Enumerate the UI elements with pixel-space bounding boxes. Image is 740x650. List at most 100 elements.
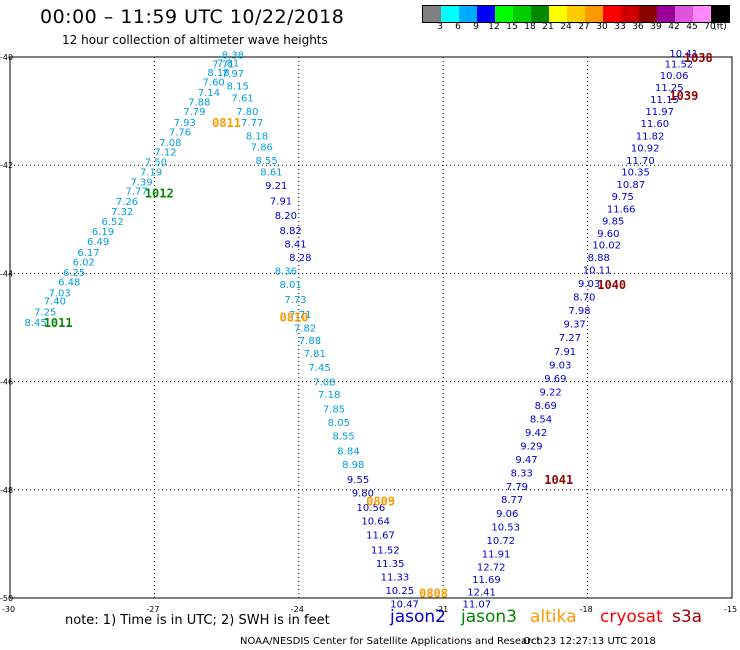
wave-height-value: 8.18 [246, 131, 268, 142]
latitude-tick-label: -44 [0, 269, 13, 278]
wave-height-value: 12.41 [467, 588, 496, 599]
wave-height-value: 8.01 [280, 280, 302, 291]
wave-height-value: 9.80 [352, 489, 374, 500]
wave-height-value: 11.69 [472, 575, 501, 586]
wave-height-value: 7.82 [294, 324, 316, 335]
wave-height-value: 9.37 [564, 320, 586, 331]
scale-label: 33 [614, 22, 626, 32]
wave-height-value: 8.28 [289, 253, 311, 264]
pass-label: 0811 [212, 116, 241, 130]
scale-swatch [621, 6, 639, 22]
wave-height-value: 10.25 [385, 586, 414, 597]
scale-label: (ft) [713, 22, 727, 32]
scale-swatch [657, 6, 675, 22]
wave-height-value: 7.81 [304, 349, 326, 360]
wave-height-value: 8.82 [280, 226, 302, 237]
wave-height-value: 8.18 [207, 68, 229, 79]
wave-height-value: 7.91 [554, 347, 576, 358]
scale-swatch [459, 6, 477, 22]
scale-swatch [549, 6, 567, 22]
wave-height-value: 11.60 [641, 119, 670, 130]
color-scale-labels: 3 6 9 12 15 18 21 24 27 30 33 36 39 42 45 70 (ft) [422, 22, 732, 34]
note-text: note: 1) Time is in UTC; 2) SWH is in fe… [65, 613, 330, 628]
longitude-tick-label: -15 [724, 605, 737, 614]
pass-label: 1011 [44, 316, 73, 330]
wave-height-value: 8.45 [24, 318, 46, 329]
scale-swatch [495, 6, 513, 22]
latitude-tick-label: -46 [0, 378, 13, 387]
wave-height-value: 9.06 [496, 509, 518, 520]
wave-height-value: 6.48 [58, 278, 80, 289]
pass-label: 0810 [280, 311, 309, 325]
wave-height-value: 7.77 [241, 118, 263, 129]
wave-height-value: 7.73 [284, 295, 306, 306]
wave-height-value: 11.15 [650, 95, 679, 106]
wave-height-value: 7.80 [236, 107, 258, 118]
wave-height-value: 7.79 [183, 107, 205, 118]
latitude-tick-label: -42 [0, 161, 13, 170]
scale-swatch [585, 6, 603, 22]
wave-height-value: 7.03 [49, 288, 71, 299]
wave-height-value: 8.54 [530, 414, 552, 425]
wave-height-value: 7.93 [174, 118, 196, 129]
wave-height-value: 9.21 [265, 181, 287, 192]
wave-height-value: 6.19 [92, 227, 114, 238]
wave-height-value: 8.55 [255, 156, 277, 167]
wave-height-value: 12.72 [477, 563, 506, 574]
scale-label: 18 [524, 22, 536, 32]
wave-height-value: 9.03 [549, 360, 571, 371]
wave-height-value: 8.15 [227, 82, 249, 93]
wave-height-value: 7.81 [217, 58, 239, 69]
wave-height-value: 8.55 [332, 432, 354, 443]
wave-height-value: 10.06 [660, 71, 689, 82]
wave-height-value: 6.52 [101, 217, 123, 228]
wave-height-value: 7.98 [568, 306, 590, 317]
scale-label: 39 [650, 22, 662, 32]
wave-height-value: 7.08 [159, 138, 181, 149]
wave-height-value: 6.02 [73, 257, 95, 268]
wave-height-value: 7.85 [323, 405, 345, 416]
color-scale-bar [422, 5, 730, 23]
wave-height-value: 11.66 [607, 204, 636, 215]
wave-height-value: 9.42 [525, 428, 547, 439]
wave-height-value: 7.71 [289, 310, 311, 321]
wave-height-value: 11.52 [371, 545, 400, 556]
wave-height-value: 7.25 [34, 307, 56, 318]
scale-swatch [441, 6, 459, 22]
scale-label: 30 [596, 22, 608, 32]
scale-swatch [423, 6, 441, 22]
longitude-tick-label: -30 [2, 605, 15, 614]
wave-height-value: 7.19 [140, 168, 162, 179]
longitude-tick-label: -18 [580, 605, 593, 614]
wave-height-value: 7.26 [116, 197, 138, 208]
longitude-tick-label: -24 [291, 605, 304, 614]
wave-height-value: 7.39 [130, 177, 152, 188]
pass-label: 1041 [544, 473, 573, 487]
wave-height-value: 11.70 [626, 156, 655, 167]
wave-height-value: 7.77 [126, 187, 148, 198]
wave-height-value: 7.45 [308, 363, 330, 374]
wave-height-value: 7.40 [44, 296, 66, 307]
scale-label: 3 [437, 22, 443, 32]
wave-height-value: 7.76 [169, 128, 191, 139]
wave-height-value: 7.88 [188, 97, 210, 108]
credit-text: NOAA/NESDIS Center for Satellite Applica… [240, 636, 543, 647]
longitude-tick-label: -21 [435, 605, 448, 614]
wave-height-value: 6.49 [87, 237, 109, 248]
wave-height-value: 8.20 [275, 211, 297, 222]
scale-swatch [693, 6, 711, 22]
wave-height-value: 10.56 [357, 503, 386, 514]
latitude-tick-label: -50 [0, 594, 13, 603]
wave-height-value: 8.61 [260, 168, 282, 179]
pass-label: 0809 [366, 495, 395, 509]
wave-height-value: 8.98 [342, 460, 364, 471]
legend-item-s3a: s3a [672, 607, 703, 627]
wave-height-value: 7.91 [270, 196, 292, 207]
wave-height-value: 7.61 [231, 94, 253, 105]
scale-swatch [567, 6, 585, 22]
wave-height-value: 10.02 [592, 241, 621, 252]
scale-swatch [711, 6, 729, 22]
wave-height-value: 10.35 [621, 168, 650, 179]
scale-swatch [639, 6, 657, 22]
